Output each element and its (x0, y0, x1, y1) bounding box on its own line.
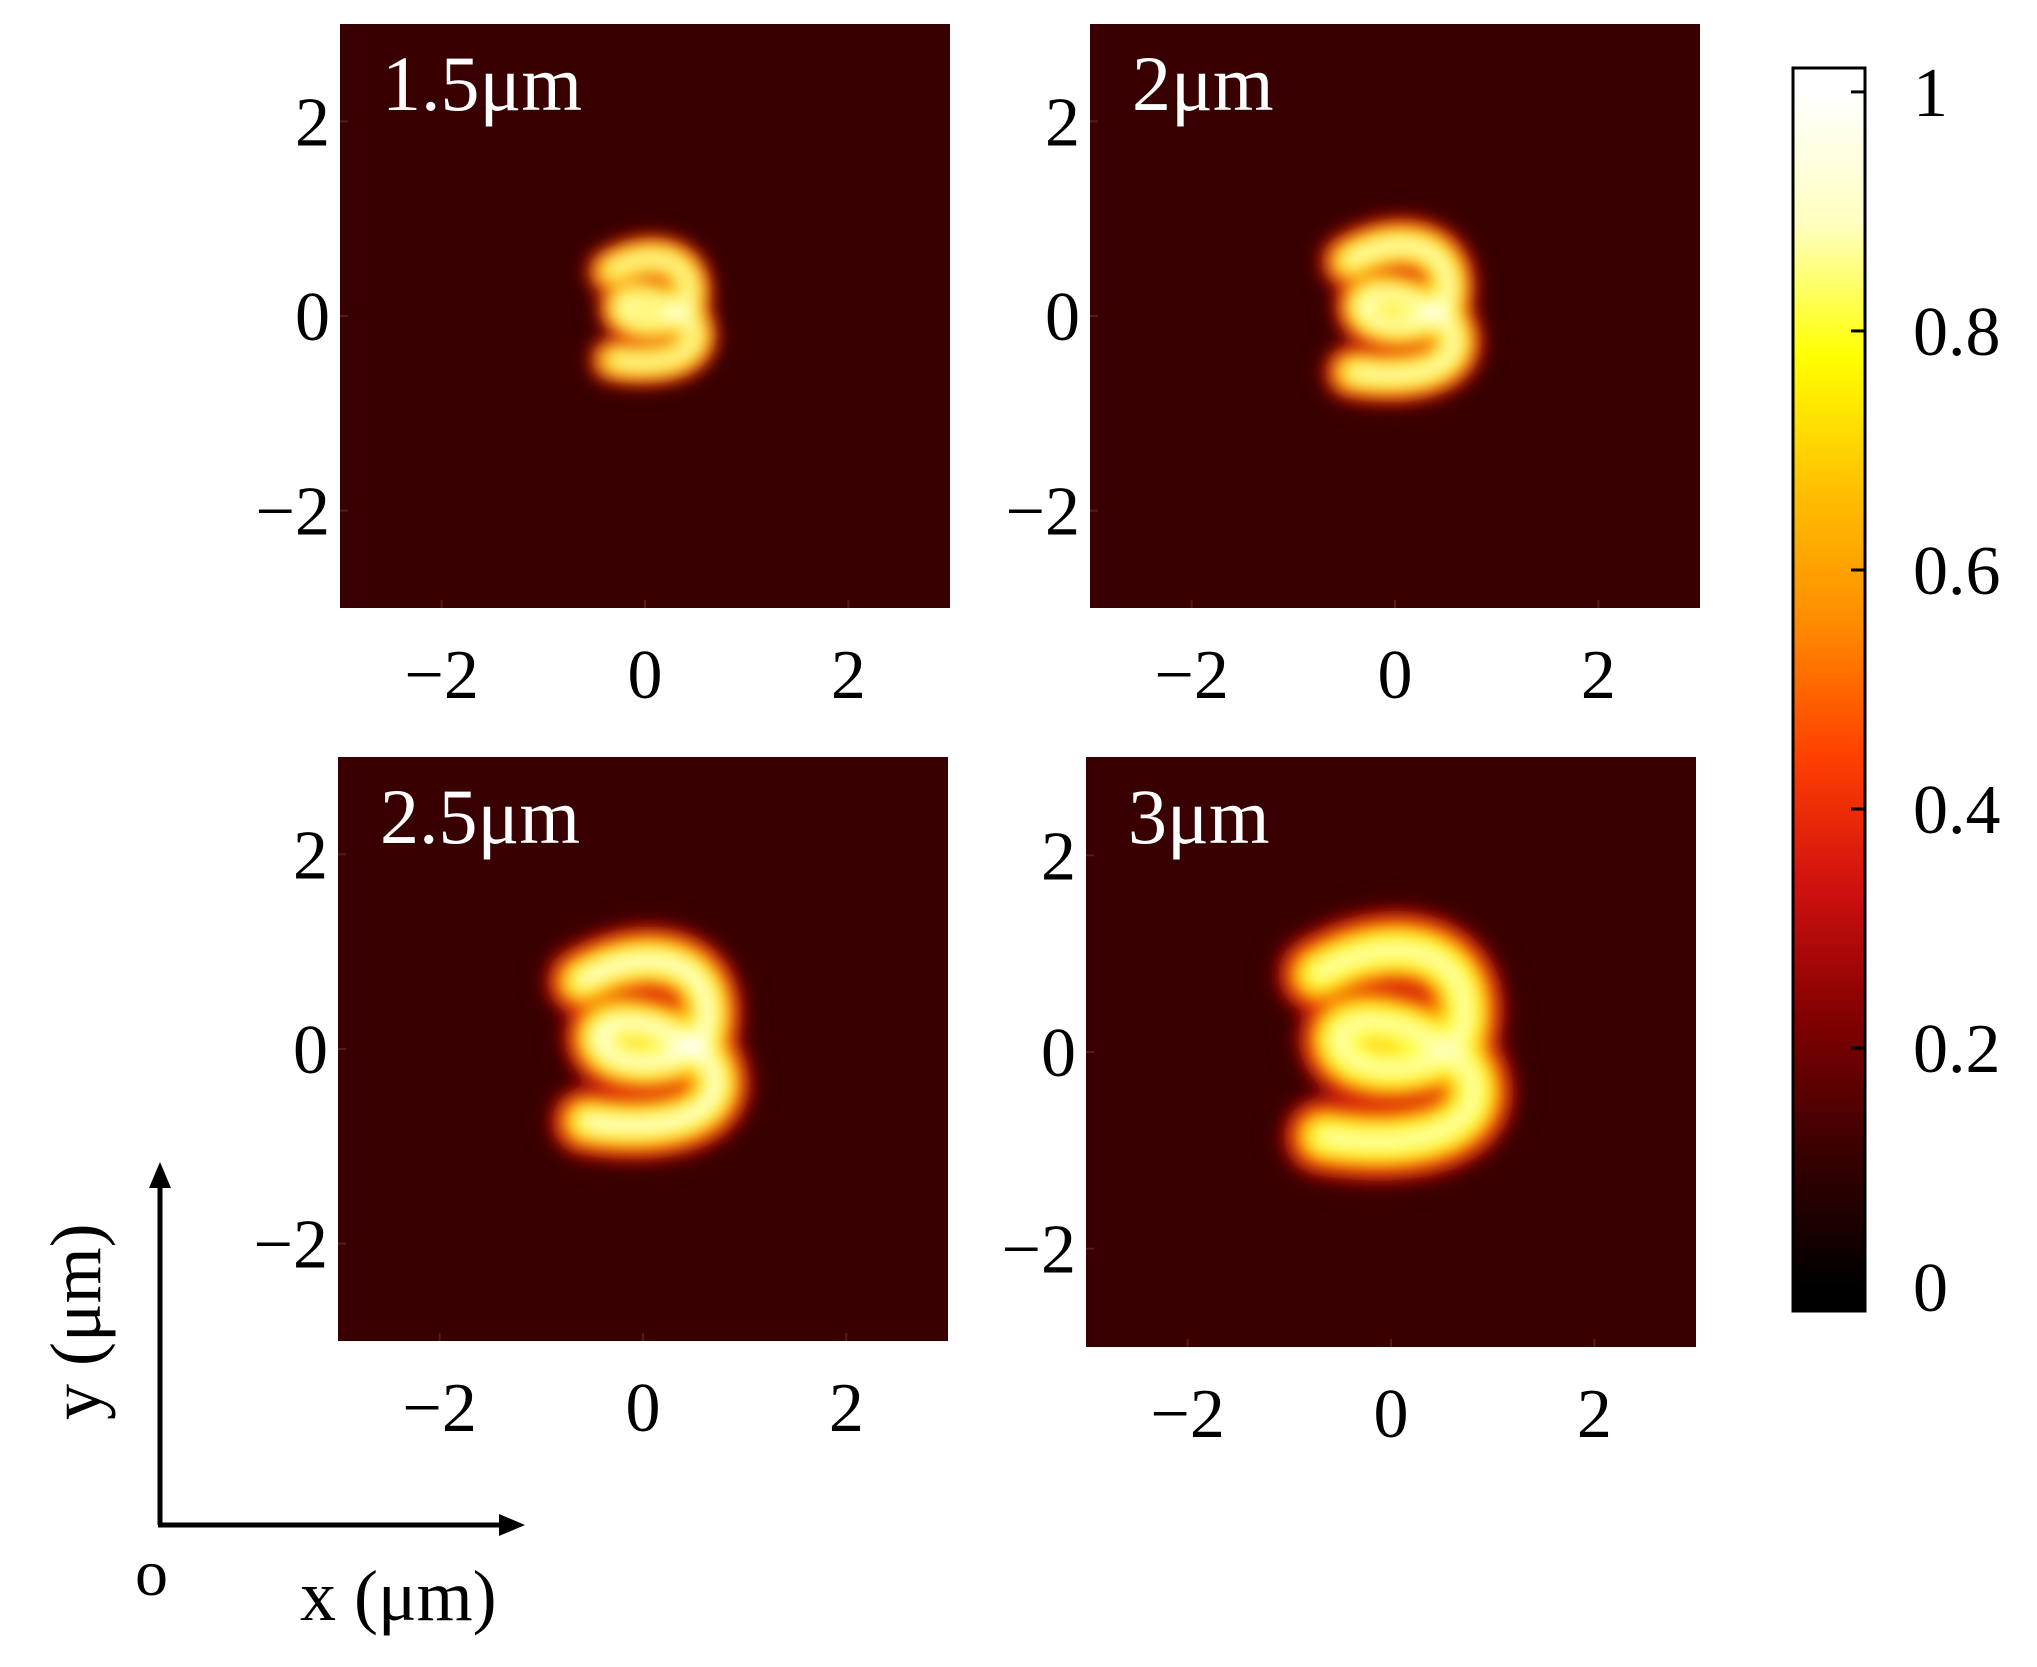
x-tick-label: 0 (1374, 1376, 1409, 1453)
y-tick-label: 2 (295, 84, 330, 161)
x-tick-label: 2 (829, 1370, 864, 1447)
y-tick-label: −2 (1006, 474, 1080, 551)
panel-1: −2 0 2 2 0 −2 1.5μm (256, 24, 950, 714)
x-tick-label: −2 (1150, 1376, 1224, 1453)
colorbar-tick-label: 0.2 (1913, 1011, 2001, 1088)
panel-ticks (1090, 120, 1600, 608)
origin-label: o (135, 1537, 168, 1610)
x-tick-label: −2 (1154, 637, 1228, 714)
x-tick-label: 0 (1378, 637, 1413, 714)
panel-ticks (1086, 854, 1596, 1347)
x-tick-label: 0 (626, 1370, 661, 1447)
colorbar-tick-label: 0.4 (1913, 772, 2001, 849)
intensity-field (580, 229, 724, 392)
colorbar-tick-label: 0.6 (1913, 533, 2001, 610)
x-tick-label: 2 (1581, 637, 1616, 714)
y-tick-label: 2 (1045, 84, 1080, 161)
y-tick-label: 2 (293, 817, 328, 894)
y-tick-label: −2 (1002, 1212, 1076, 1289)
x-arrow-head (499, 1514, 525, 1536)
y-axis-label: y (μm) (36, 1223, 116, 1420)
panel-ticks (340, 120, 850, 608)
y-tick-label: 0 (293, 1012, 328, 1089)
x-tick-label: 0 (628, 637, 663, 714)
x-tick-label: −2 (404, 637, 478, 714)
intensity-contour-5 (1341, 238, 1462, 383)
panel-ticks (338, 853, 848, 1341)
intensity-field (1311, 208, 1492, 412)
panel-label: 2μm (1132, 40, 1274, 127)
y-tick-label: 2 (1041, 818, 1076, 895)
x-tick-label: 2 (831, 637, 866, 714)
y-arrow-head (149, 1162, 171, 1188)
intensity-contour-5 (603, 252, 701, 369)
x-axis-label: x (μm) (300, 1556, 497, 1636)
heatmap-panels: −2 0 2 2 0 −2 1.5μm −2 0 2 2 0 −2 2μm −2 0 2 2 0 −2 2.5μm −2 0… (254, 24, 1700, 1453)
colorbar-tick-label: 1 (1913, 55, 1948, 132)
panel-label: 2.5μm (380, 773, 580, 860)
axes-indicator: o x (μm) y (μm) (36, 1162, 525, 1636)
intensity-contour-5 (1307, 940, 1485, 1152)
y-tick-label: −2 (254, 1207, 328, 1284)
intensity-field (1264, 897, 1528, 1195)
y-tick-label: 0 (1045, 279, 1080, 356)
panel-label: 3μm (1128, 773, 1270, 860)
panel-3: −2 0 2 2 0 −2 2.5μm (254, 757, 948, 1447)
panel-2: −2 0 2 2 0 −2 2μm (1006, 24, 1700, 714)
x-tick-label: 2 (1577, 1376, 1612, 1453)
intensity-contour-5 (572, 951, 725, 1135)
panel-label: 1.5μm (382, 40, 582, 127)
colorbar-gradient (1791, 66, 1867, 1313)
y-tick-label: 0 (1041, 1015, 1076, 1092)
x-tick-label: −2 (402, 1370, 476, 1447)
colorbar-tick-label: 0 (1913, 1250, 1948, 1327)
y-tick-label: 0 (295, 279, 330, 356)
colorbar: 0 0.2 0.4 0.6 0.8 1 (1791, 55, 2001, 1327)
intensity-field (534, 914, 763, 1172)
panel-4: −2 0 2 2 0 −2 3μm (1002, 757, 1696, 1453)
y-tick-label: −2 (256, 474, 330, 551)
colorbar-tick-label: 0.8 (1913, 294, 2001, 371)
